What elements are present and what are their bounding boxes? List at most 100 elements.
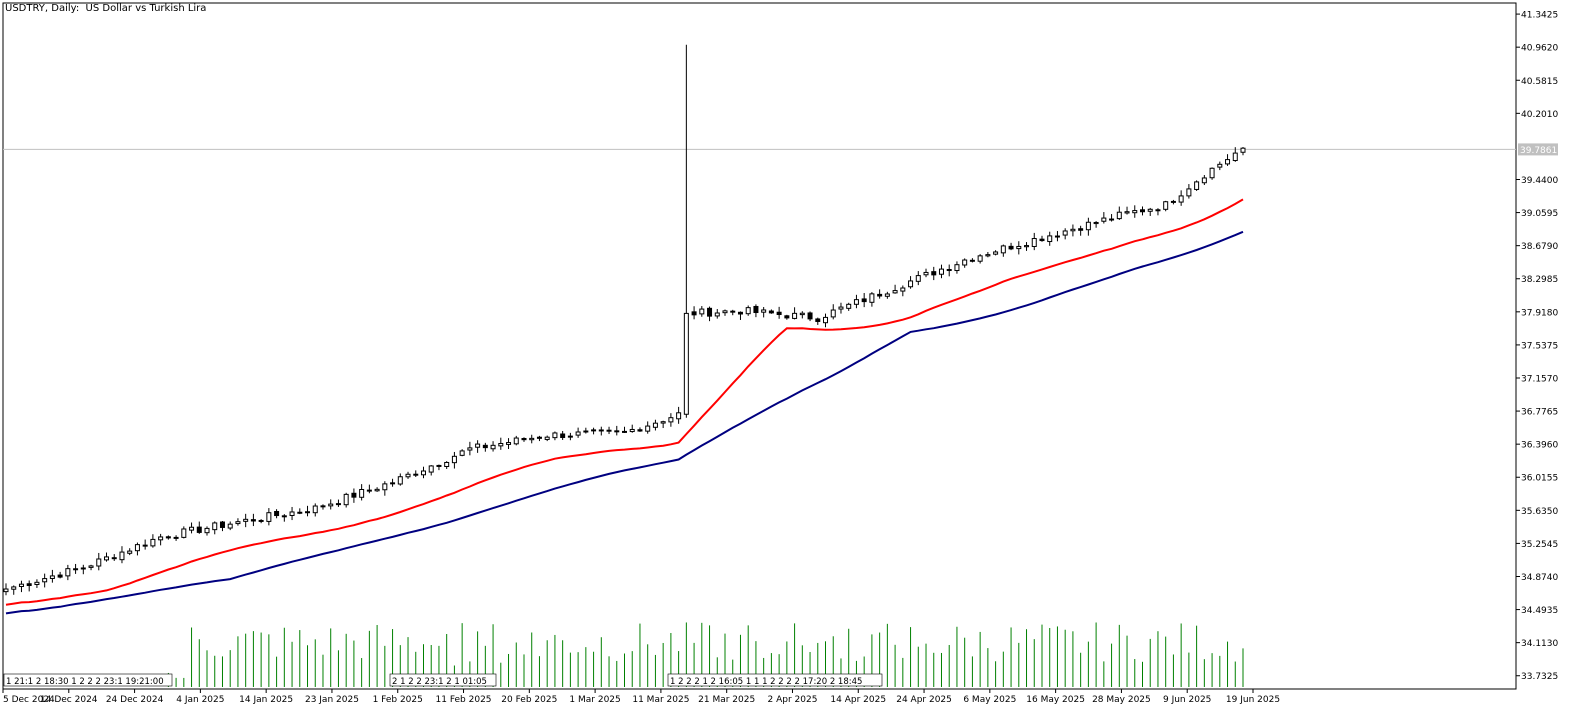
y-tick-label: 39.0595 (1521, 209, 1558, 219)
candle-body (598, 429, 604, 432)
candle-body (374, 488, 380, 492)
candle-body (1186, 188, 1192, 197)
candle-body (150, 538, 156, 547)
candle-body (823, 316, 829, 324)
candle-body (753, 305, 759, 314)
candle-body (1132, 210, 1138, 214)
candle-body (312, 505, 318, 514)
candle-body (1047, 235, 1053, 243)
x-tick-label: 28 May 2025 (1092, 695, 1151, 705)
candle-body (629, 428, 635, 433)
candle-body (915, 275, 921, 282)
candle-body (297, 511, 303, 514)
candle-body (127, 550, 133, 554)
candle-body (104, 556, 110, 561)
candle-body (954, 264, 960, 272)
candle-body (931, 271, 937, 276)
candle-body (1054, 235, 1060, 238)
candle-body (969, 259, 975, 262)
candle-body (660, 421, 666, 424)
candle-body (165, 536, 171, 539)
x-tick-label: 21 Mar 2025 (698, 695, 755, 705)
candle-body (18, 583, 24, 587)
candle-body (1194, 181, 1200, 190)
candle-body (88, 565, 94, 568)
candle-body (560, 433, 566, 438)
current-price-label: 39.7861 (1520, 146, 1557, 156)
x-tick-label: 14 Dec 2024 (40, 695, 98, 705)
candle-body (737, 311, 743, 315)
plot-frame (2, 2, 1517, 690)
gap-marker-box (3, 673, 173, 687)
x-tick-label: 1 Feb 2025 (373, 695, 423, 705)
y-tick-label: 40.2010 (1521, 110, 1558, 120)
x-tick-label: 23 Jan 2025 (305, 695, 359, 705)
y-tick-label: 34.1130 (1521, 639, 1558, 649)
candle-body (204, 527, 210, 534)
candle-body (1170, 200, 1176, 203)
candle-body (26, 583, 32, 587)
candle-body (707, 307, 713, 317)
candle-body (382, 483, 388, 491)
candle-body (1178, 195, 1184, 203)
candle-body (1008, 245, 1014, 250)
candle-body (1109, 218, 1115, 221)
candle-body (305, 511, 311, 514)
candle-body (119, 551, 125, 561)
candle-body (1039, 238, 1045, 242)
x-tick-label: 11 Feb 2025 (436, 695, 492, 705)
ma-long-line (5, 230, 1244, 615)
candle-body (3, 588, 9, 593)
candle-body (274, 510, 280, 517)
candle-body (390, 482, 396, 485)
y-tick-label: 38.6790 (1521, 242, 1558, 252)
candle-body (846, 303, 852, 309)
candle-body (34, 581, 40, 585)
ma-short-line (5, 198, 1244, 606)
candle-body (1139, 209, 1145, 213)
candle-body (1116, 211, 1122, 220)
candle-body (1240, 147, 1246, 153)
x-tick-label: 24 Dec 2024 (106, 695, 164, 705)
gap-marker-label: 1 2 2 2 1 2 16:05 1 1 1 2 2 2 2 17:20 2 … (670, 677, 862, 687)
candle-body (1000, 245, 1006, 254)
candle-body (1093, 221, 1099, 225)
candle-body (475, 443, 481, 448)
candle-body (142, 544, 148, 547)
gap-marker-label: 2 1 2 2 23:1 2 1 01:05 (392, 677, 487, 687)
x-tick-label: 19 Jun 2025 (1226, 695, 1280, 705)
candle-body (583, 430, 589, 433)
candle-body (884, 293, 890, 297)
x-tick-label: 24 Apr 2025 (896, 695, 952, 705)
candle-body (11, 586, 17, 590)
candle-body (258, 519, 264, 522)
y-tick-label: 40.9620 (1521, 44, 1558, 54)
candle-body (196, 526, 202, 533)
candle-body (830, 309, 836, 318)
candle-body (645, 425, 651, 432)
candle-body (946, 269, 952, 272)
candle-body (776, 311, 782, 316)
candle-body (57, 574, 63, 578)
candle-body (544, 436, 550, 440)
candle-body (1078, 228, 1084, 231)
x-tick-label: 11 Mar 2025 (632, 695, 689, 705)
candle-body (536, 436, 542, 439)
y-tick-label: 41.3425 (1521, 11, 1558, 21)
y-tick-label: 37.1570 (1521, 374, 1558, 384)
candle-body (938, 268, 944, 275)
x-tick-label: 4 Jan 2025 (176, 695, 224, 705)
candle-body (250, 519, 256, 522)
y-tick-label: 36.7765 (1521, 408, 1558, 418)
candle-body (792, 312, 798, 319)
chart-title: USDTRY, Daily: US Dollar vs Turkish Lira (5, 3, 207, 14)
candle-body (567, 435, 573, 438)
candle-body (807, 312, 813, 320)
candle-body (668, 417, 674, 423)
candle-body (227, 523, 233, 529)
y-tick-label: 39.4400 (1521, 176, 1558, 186)
candle-body (691, 311, 697, 316)
candle-body (73, 568, 79, 571)
candle-body (158, 536, 164, 541)
candle-body (490, 444, 496, 450)
